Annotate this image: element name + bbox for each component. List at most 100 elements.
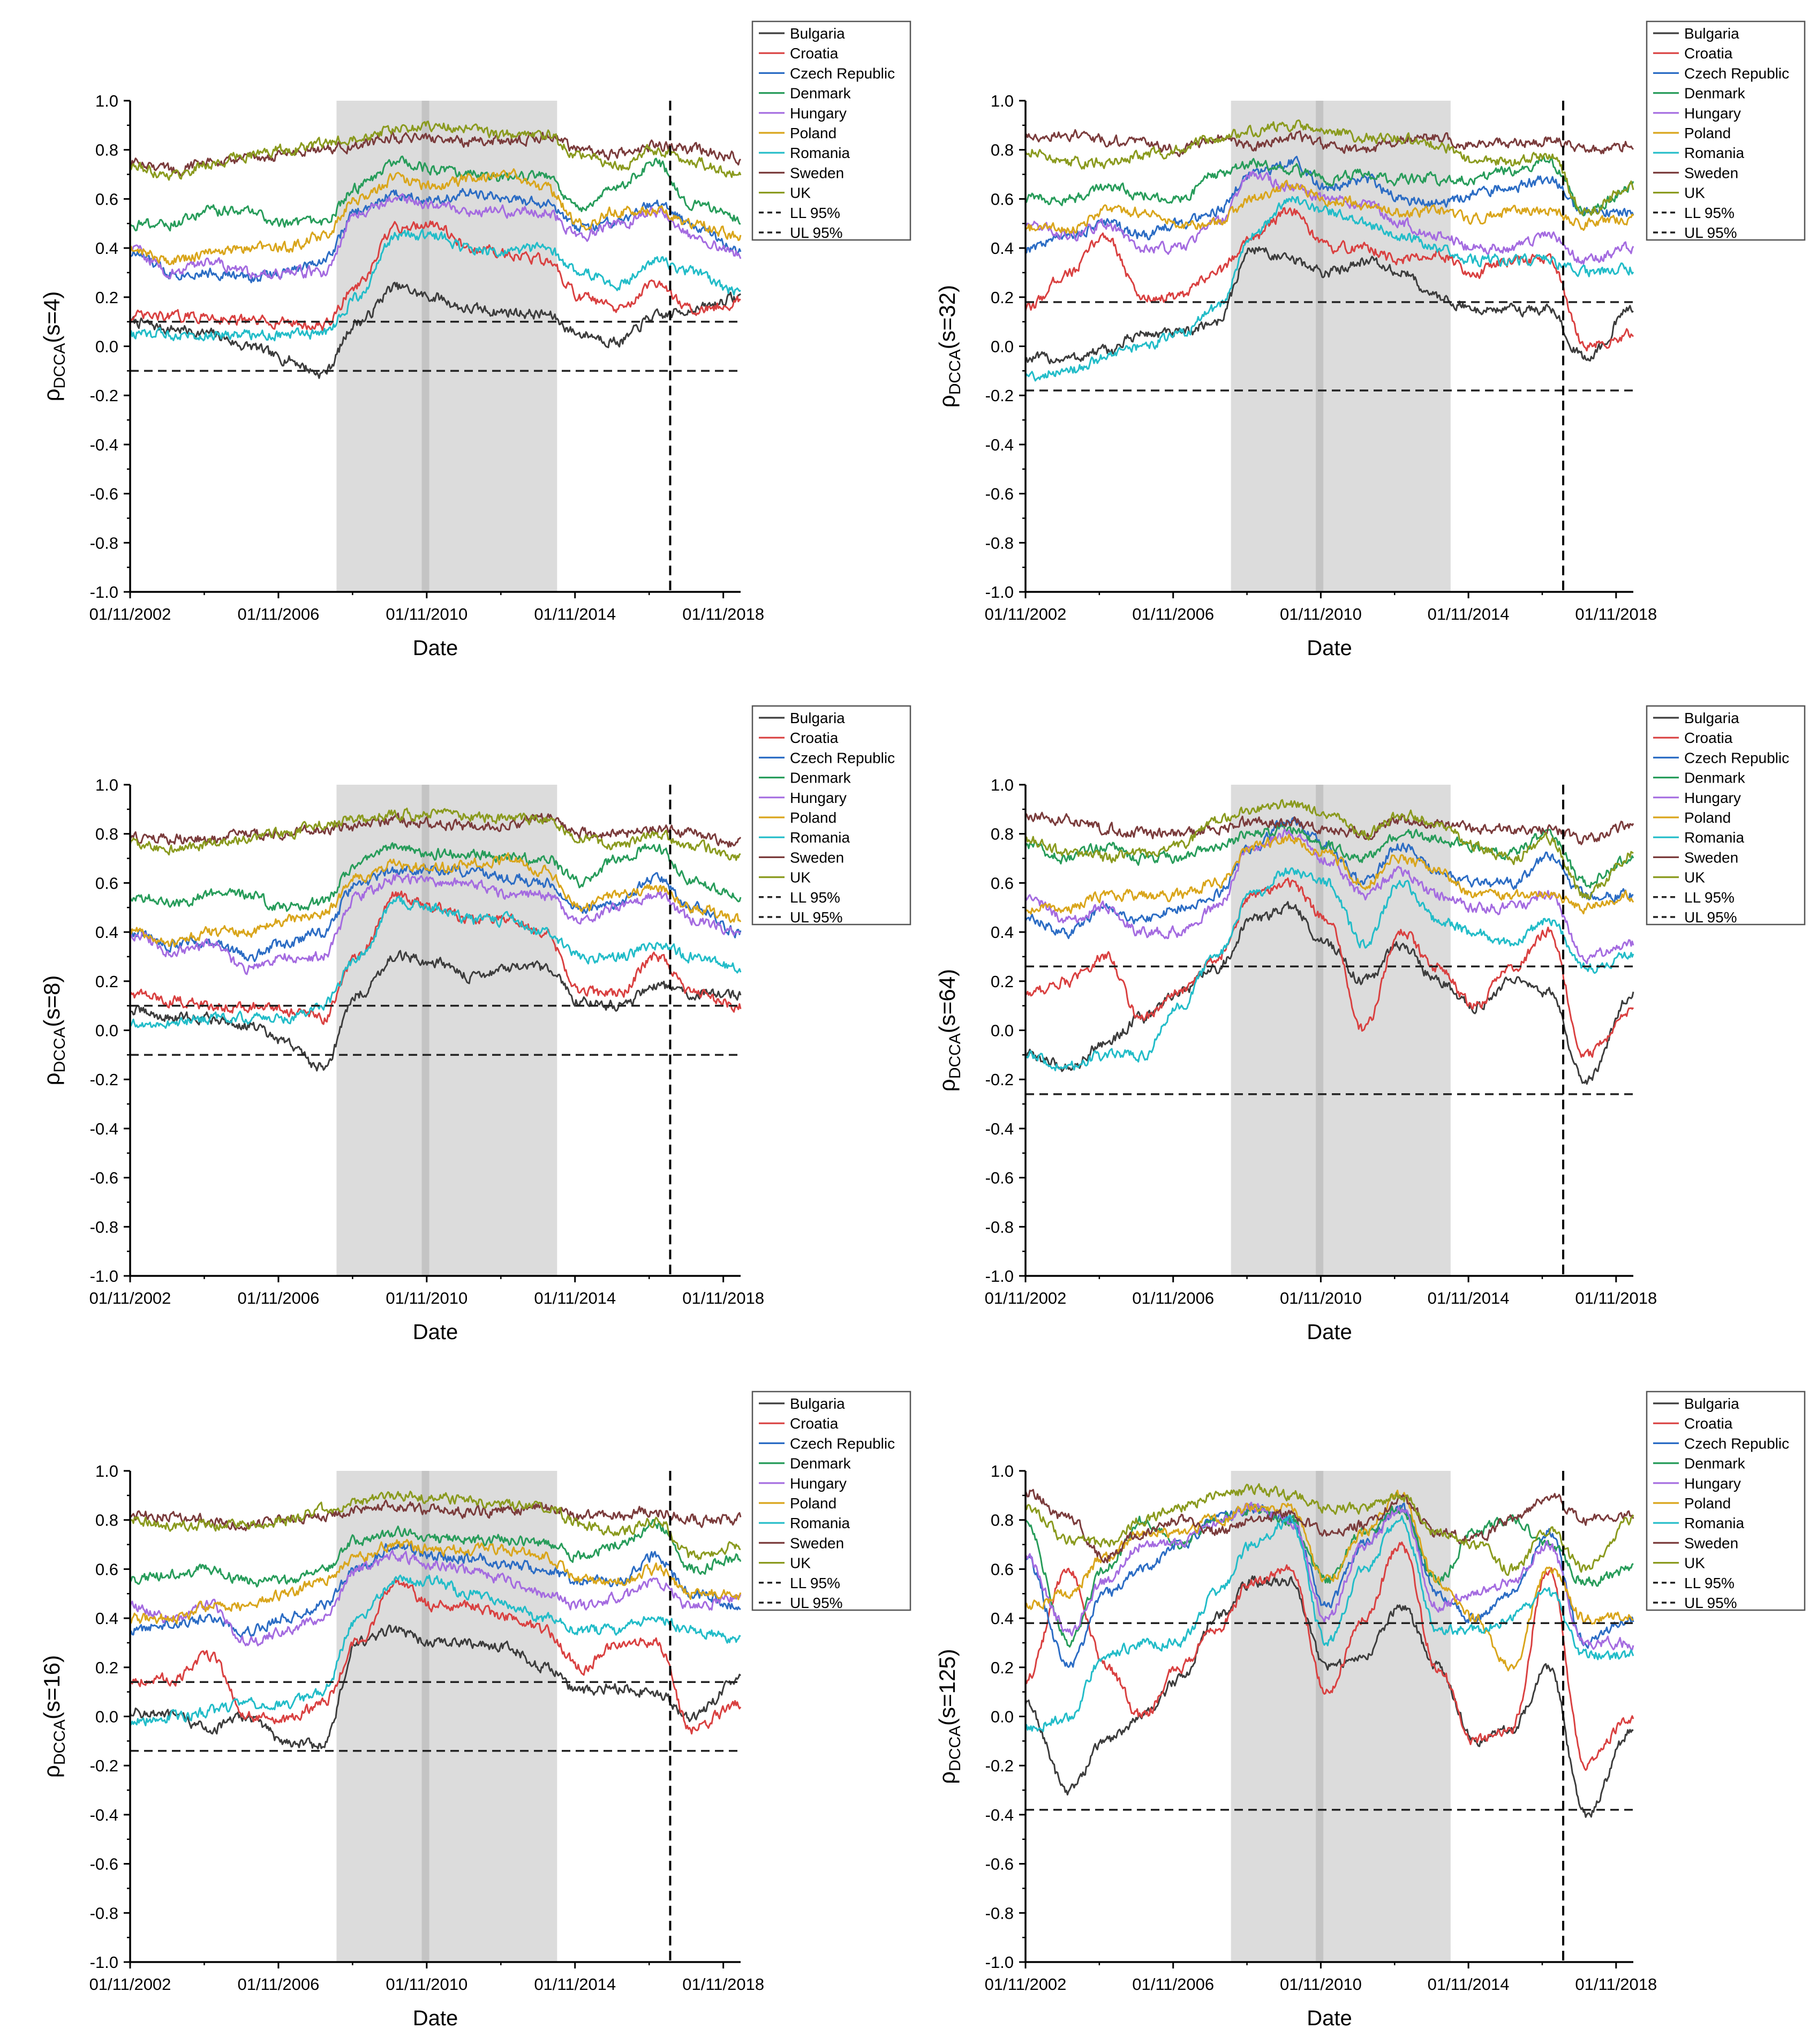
x-tick-label: 01/11/2002: [985, 1289, 1067, 1307]
y-tick-label: 0.6: [991, 190, 1014, 208]
y-tick-label: -1.0: [985, 1267, 1014, 1286]
series-line-hungary: [129, 873, 741, 975]
legend-label: UK: [1684, 869, 1705, 886]
y-tick-label: 0.0: [95, 1708, 118, 1726]
series-line-croatia: [1025, 877, 1634, 1058]
legend-box: [751, 705, 911, 926]
y-tick-label: 0.6: [991, 874, 1014, 892]
y-label-scale: (s=32): [934, 285, 960, 349]
y-tick-label: 0.6: [991, 1560, 1014, 1579]
series-line-uk: [130, 121, 742, 181]
legend: Bulgaria Croatia Czech Republic Denmark Hung…: [1646, 705, 1806, 926]
y-tick-label: 0.0: [991, 1021, 1014, 1040]
x-tick-label: 01/11/2002: [89, 1975, 171, 1994]
series-line-romania: [1024, 196, 1634, 382]
legend-label: Denmark: [790, 85, 851, 102]
legend-label: Bulgaria: [1684, 25, 1739, 42]
x-tick-label: 01/11/2002: [985, 1975, 1067, 1994]
series-line-poland: [1024, 179, 1634, 234]
y-tick-label: -0.8: [985, 1218, 1014, 1236]
legend-label: Croatia: [1684, 730, 1733, 746]
series-line-hungary: [1024, 1501, 1634, 1651]
y-tick-label: -0.4: [90, 1806, 118, 1824]
x-axis-label: Date: [1307, 1320, 1352, 1344]
x-tick-label: 01/11/2002: [89, 1289, 171, 1307]
legend-label: Sweden: [790, 849, 844, 866]
y-tick-label: -0.8: [90, 1904, 118, 1922]
series-line-croatia: [1024, 207, 1634, 352]
x-tick-label: 01/11/2014: [534, 1289, 616, 1307]
series-line-sweden: [129, 1499, 742, 1531]
x-axis-label: Date: [413, 2007, 458, 2030]
legend-label: Sweden: [1684, 164, 1738, 181]
series-line-romania: [129, 895, 742, 1029]
y-tick-label: -0.6: [985, 485, 1014, 504]
series-line-bulgaria: [1024, 1575, 1634, 1818]
series-line-hungary: [1025, 170, 1634, 265]
legend-label: Hungary: [790, 1475, 847, 1492]
series-line-czech-republic: [129, 864, 742, 963]
y-tick-label: -0.4: [985, 1119, 1014, 1138]
y-axis-label: ρDCCA(s=125): [934, 1649, 964, 1784]
y-label-rho: ρ: [39, 1765, 64, 1778]
y-label-scale: (s=4): [39, 291, 64, 343]
y-tick-label: -1.0: [985, 1953, 1014, 1972]
shaded-period: [1231, 785, 1451, 1276]
legend-box: [751, 20, 911, 241]
series-line-poland: [130, 852, 742, 948]
legend-label: Romania: [1684, 145, 1744, 161]
legend-label: Denmark: [790, 770, 851, 786]
x-tick-label: 01/11/2002: [89, 605, 171, 623]
legend-label: Denmark: [790, 1455, 851, 1472]
panel-s-125: -1.0 -0.8 -0.6 -0.4 -0.2 0.0 0.2 0.4 0.6 0.8 1.0 01…: [934, 1391, 1806, 2030]
legend-label: Czech Republic: [1684, 1435, 1789, 1452]
y-tick-label: -0.8: [90, 533, 118, 552]
series-line-hungary: [1024, 828, 1634, 965]
legend-label: Sweden: [1684, 1535, 1738, 1551]
y-tick-label: 0.2: [95, 1658, 118, 1677]
legend-label: Croatia: [1684, 45, 1733, 62]
x-tick-label: 01/11/2010: [386, 605, 468, 623]
legend-label: UL 95%: [790, 909, 843, 926]
y-tick-label: 0.2: [95, 972, 118, 991]
y-axis-label: ρDCCA(s=4): [39, 291, 69, 402]
legend-label: Romania: [790, 1515, 850, 1531]
panel-s-64: -1.0 -0.8 -0.6 -0.4 -0.2 0.0 0.2 0.4 0.6 0.8 1.0 01…: [934, 705, 1806, 1344]
series-line-bulgaria: [129, 282, 742, 379]
y-tick-label: 1.0: [95, 92, 118, 110]
legend-label: Hungary: [790, 790, 847, 806]
legend-label: Poland: [790, 1495, 836, 1512]
y-tick-label: -0.8: [90, 1218, 118, 1236]
series-line-croatia: [129, 1577, 742, 1735]
y-tick-label: 1.0: [95, 1462, 118, 1481]
y-tick-label: -1.0: [90, 1953, 118, 1972]
legend-label: Hungary: [1684, 790, 1741, 806]
x-tick-label: 01/11/2014: [1428, 1289, 1510, 1307]
series-line-croatia: [1024, 1541, 1634, 1771]
legend-label: Hungary: [1684, 1475, 1741, 1492]
y-tick-label: 0.8: [95, 1511, 118, 1530]
panel-s-32: -1.0 -0.8 -0.6 -0.4 -0.2 0.0 0.2 0.4 0.6 0.8 1.0 01…: [934, 20, 1806, 660]
y-tick-label: 0.0: [991, 1708, 1014, 1726]
y-tick-label: -0.2: [90, 1070, 118, 1089]
x-tick-label: 01/11/2010: [386, 1289, 468, 1307]
shaded-period-marker: [1316, 101, 1324, 592]
series-line-bulgaria: [1024, 246, 1634, 365]
x-tick-label: 01/11/2018: [1575, 1975, 1657, 1994]
legend-label: UK: [790, 1555, 811, 1572]
legend-label: Bulgaria: [790, 710, 845, 726]
legend-box: [1646, 705, 1806, 926]
legend-box: [751, 1391, 911, 1611]
series-line-bulgaria: [129, 1624, 742, 1750]
series-line-poland: [129, 168, 742, 266]
series-line-denmark: [1024, 155, 1634, 217]
y-axis-label: ρDCCA(s=8): [39, 975, 69, 1086]
x-tick-label: 01/11/2014: [1428, 605, 1510, 623]
y-tick-label: 1.0: [95, 776, 118, 794]
legend-label: Bulgaria: [790, 25, 845, 42]
legend: Bulgaria Croatia Czech Republic Denmark Hung…: [1646, 1391, 1806, 1611]
y-tick-label: -1.0: [90, 583, 118, 602]
y-tick-label: -0.2: [985, 1070, 1014, 1089]
legend-box: [1646, 20, 1806, 241]
x-axis-label: Date: [1307, 2007, 1352, 2030]
